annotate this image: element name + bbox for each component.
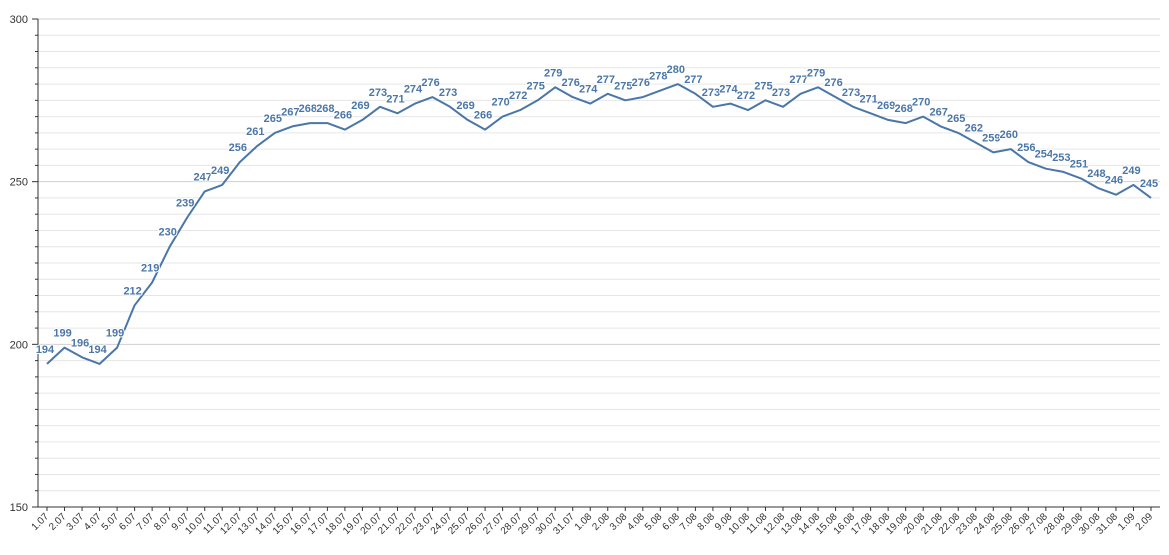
data-label: 268 xyxy=(894,103,912,115)
data-label: 230 xyxy=(158,227,176,239)
data-label: 219 xyxy=(141,263,159,275)
data-label: 276 xyxy=(421,77,439,89)
x-tick-label: 2.07 xyxy=(47,511,69,533)
x-tick-label: 4.08 xyxy=(625,511,647,533)
data-label: 272 xyxy=(509,90,527,102)
data-label: 196 xyxy=(71,337,89,349)
x-tick-label: 8.08 xyxy=(695,511,717,533)
x-tick-label: 5.08 xyxy=(643,511,665,533)
data-label: 273 xyxy=(439,87,457,99)
data-label: 212 xyxy=(123,285,141,297)
x-tick-label: 3.07 xyxy=(65,511,87,533)
series xyxy=(46,83,1152,365)
grid xyxy=(38,18,1160,508)
data-label: 273 xyxy=(702,87,720,99)
data-label: 265 xyxy=(264,113,282,125)
y-tick-label: 200 xyxy=(10,339,28,351)
data-label: 273 xyxy=(772,87,790,99)
data-label: 279 xyxy=(544,67,562,79)
data-label: 199 xyxy=(53,328,71,340)
x-tick-label: 6.08 xyxy=(660,511,682,533)
data-label: 253 xyxy=(1052,152,1070,164)
x-tick-label: 2.09 xyxy=(1134,511,1156,533)
data-label: 276 xyxy=(562,77,580,89)
data-label: 266 xyxy=(334,110,352,122)
x-tick-label: 7.07 xyxy=(135,511,157,533)
x-tick-label: 1.07 xyxy=(30,511,52,533)
data-label: 245 xyxy=(1140,178,1158,190)
data-label: 275 xyxy=(526,80,544,92)
data-label: 267 xyxy=(281,106,299,118)
data-label: 261 xyxy=(246,126,264,138)
data-label: 194 xyxy=(36,344,55,356)
data-label: 269 xyxy=(877,100,895,112)
data-label: 277 xyxy=(597,74,615,86)
x-tick-label: 7.08 xyxy=(678,511,700,533)
data-label: 271 xyxy=(859,93,877,105)
data-label: 277 xyxy=(684,74,702,86)
data-label: 249 xyxy=(1122,165,1140,177)
data-label: 277 xyxy=(789,74,807,86)
data-label: 249 xyxy=(211,165,229,177)
x-tick-label: 4.07 xyxy=(82,511,104,533)
data-label: 256 xyxy=(229,142,247,154)
data-label: 274 xyxy=(404,84,423,96)
data-label: 262 xyxy=(965,123,983,135)
data-label: 266 xyxy=(474,110,492,122)
data-label: 239 xyxy=(176,197,194,209)
data-label: 259 xyxy=(982,132,1000,144)
x-tick-label: 1.08 xyxy=(573,511,595,533)
data-label: 270 xyxy=(491,97,509,109)
data-label: 276 xyxy=(824,77,842,89)
x-tick-label: 3.08 xyxy=(608,511,630,533)
data-label: 256 xyxy=(1017,142,1035,154)
data-label: 268 xyxy=(299,103,317,115)
data-label: 276 xyxy=(632,77,650,89)
data-label: 248 xyxy=(1087,168,1105,180)
y-tick-label: 150 xyxy=(10,502,28,514)
data-label: 279 xyxy=(807,67,825,79)
data-label: 274 xyxy=(719,84,738,96)
data-label: 267 xyxy=(930,106,948,118)
y-tick-label: 300 xyxy=(10,14,28,26)
data-label: 269 xyxy=(351,100,369,112)
data-label: 275 xyxy=(754,80,772,92)
y-tick-label: 250 xyxy=(10,177,28,189)
x-tick-label: 8.07 xyxy=(152,511,174,533)
data-label: 247 xyxy=(194,171,212,183)
data-label: 194 xyxy=(88,344,107,356)
data-label: 271 xyxy=(386,93,404,105)
data-label: 280 xyxy=(667,64,685,76)
data-label: 269 xyxy=(456,100,474,112)
data-label: 254 xyxy=(1035,149,1054,161)
data-label: 270 xyxy=(912,97,930,109)
data-label: 272 xyxy=(737,90,755,102)
x-tick-label: 1.09 xyxy=(1116,511,1138,533)
data-label: 274 xyxy=(579,84,598,96)
x-tick-label: 6.07 xyxy=(117,511,139,533)
data-label: 265 xyxy=(947,113,965,125)
data-label: 275 xyxy=(614,80,632,92)
data-label: 260 xyxy=(1000,129,1018,141)
data-label: 273 xyxy=(369,87,387,99)
data-labels: 1941991961941992122192302392472492562612… xyxy=(35,63,1159,357)
data-label: 273 xyxy=(842,87,860,99)
data-label: 268 xyxy=(316,103,334,115)
data-label: 278 xyxy=(649,71,667,83)
series-line xyxy=(46,83,1152,365)
data-label: 251 xyxy=(1070,158,1088,170)
data-label: 199 xyxy=(106,328,124,340)
x-tick-label: 5.07 xyxy=(100,511,122,533)
data-label: 246 xyxy=(1105,175,1123,187)
x-tick-label: 2.08 xyxy=(590,511,612,533)
